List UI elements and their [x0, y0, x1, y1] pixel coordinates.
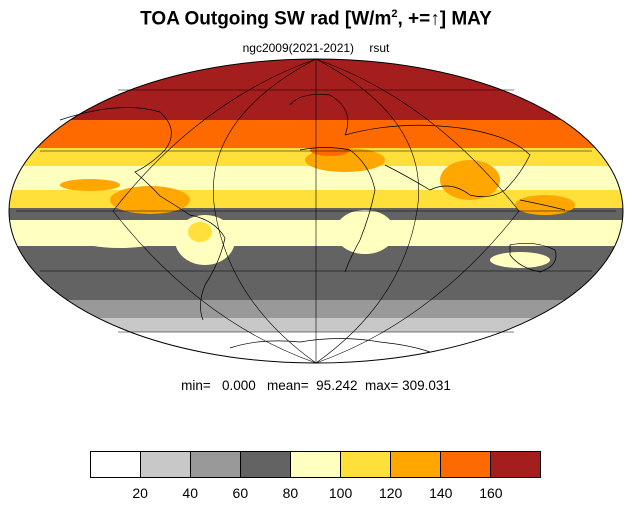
map-title: TOA Outgoing SW rad [W/m2, +=↑] MAY	[140, 8, 492, 30]
colorbar-tick-label: 100	[328, 485, 353, 501]
colorbar	[90, 451, 541, 478]
colorbar-tick-label: 60	[232, 485, 249, 501]
coastlines	[59, 94, 566, 353]
map-subtitle: ngc2009(2021-2021) rsut	[0, 41, 632, 55]
pacific-south-region	[80, 232, 160, 248]
colorbar-labels: 20 40 60 80 100 120 140 160	[90, 485, 541, 503]
colorbar-swatch	[141, 452, 191, 477]
pacific-north-region	[60, 179, 120, 191]
colorbar-tick-label: 140	[429, 485, 453, 501]
asia-region	[440, 160, 500, 200]
colorbar-swatch	[241, 452, 291, 477]
colorbar-swatch	[191, 452, 241, 477]
globe-outline	[8, 58, 624, 364]
amazon-region	[188, 222, 212, 242]
australia-region	[490, 252, 550, 268]
colorbar-swatch	[341, 452, 391, 477]
colorbar-tick-label: 160	[479, 485, 503, 501]
graticule	[16, 58, 616, 364]
colorbar-tick-label: 20	[132, 485, 148, 501]
subtitle-variable: rsut	[369, 41, 390, 55]
subtitle-run: ngc2009(2021-2021)	[242, 41, 355, 55]
sahara-core	[310, 144, 350, 156]
colorbar-tick-label: 120	[378, 485, 403, 501]
colorbar-swatch	[291, 452, 341, 477]
colorbar-swatch	[91, 452, 141, 477]
africa-south-region	[335, 210, 395, 254]
colorbar-swatch	[441, 452, 491, 477]
colorbar-swatch	[391, 452, 441, 477]
colorbar-tick-label: 40	[182, 485, 199, 501]
colorbar-tick-label: 80	[282, 485, 299, 501]
colorbar-swatch	[491, 452, 540, 477]
america-tropic-region	[110, 186, 190, 214]
map-statistics: min= 0.000 mean= 95.242 max= 309.031	[181, 378, 451, 393]
